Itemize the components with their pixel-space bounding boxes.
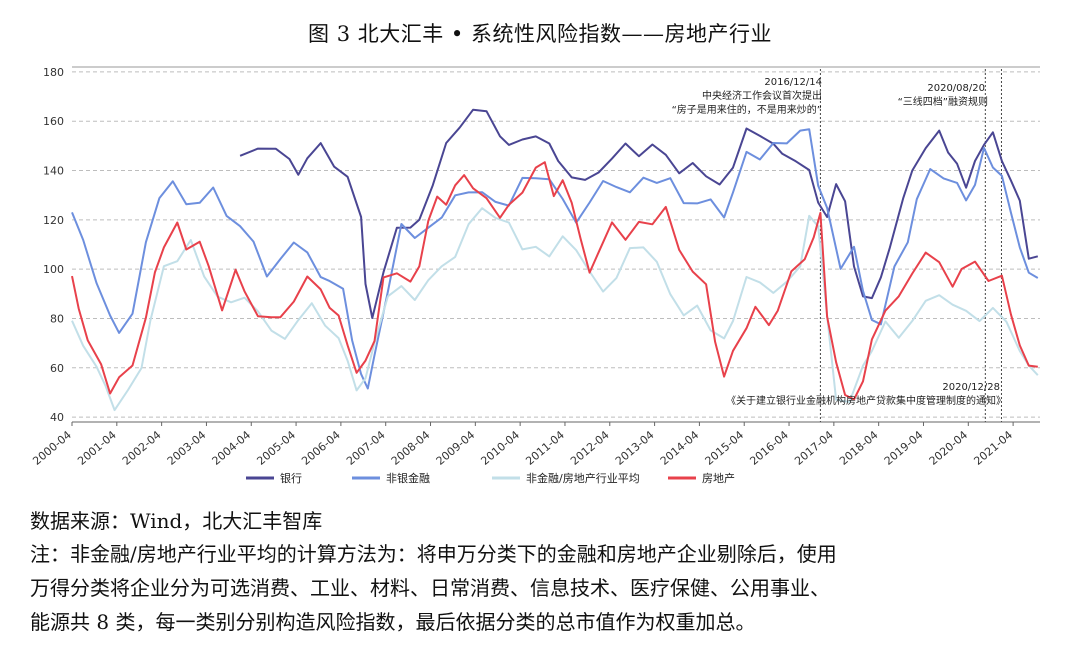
x-tick-label: 2017-04 <box>792 428 836 468</box>
x-tick-label: 2018-04 <box>837 428 881 468</box>
x-tick-label: 2005-04 <box>254 428 298 468</box>
legend-label-bank: 银行 <box>280 471 302 485</box>
y-tick-label: 120 <box>43 214 64 227</box>
x-tick-label: 2015-04 <box>703 428 747 468</box>
x-tick-label: 2019-04 <box>882 428 926 468</box>
x-tick-label: 2021-04 <box>971 428 1015 468</box>
risk-index-line-chart: 40 60 80 100 120 140 160 180 2000-04 2001-04 2002… <box>30 66 1040 485</box>
x-tick-label: 2004-04 <box>210 428 254 468</box>
figure-title: 图 3 北大汇丰 • 系统性风险指数——房地产行业 <box>308 22 772 46</box>
y-tick-label: 160 <box>43 115 64 128</box>
x-tick-label: 2016-04 <box>747 428 791 468</box>
data-source: 数据来源：Wind，北大汇丰智库 <box>30 509 323 533</box>
annotation-2020-12-date: 2020/12/28 <box>942 382 1000 393</box>
x-tick-label: 2014-04 <box>658 428 702 468</box>
note-line-2: 万得分类将企业分为可选消费、工业、材料、日常消费、信息技术、医疗保健、公用事业、 <box>30 576 830 600</box>
y-tick-label: 140 <box>43 165 64 178</box>
x-tick-label: 2001-04 <box>75 428 119 468</box>
y-tick-label: 100 <box>43 263 64 276</box>
x-tick-label: 2009-04 <box>434 428 478 468</box>
x-tick-label: 2002-04 <box>120 428 164 468</box>
y-tick-label: 180 <box>43 66 64 79</box>
x-tick-label: 2011-04 <box>523 428 567 468</box>
note-line-3: 能源共 8 类，每一类别分别构造风险指数，最后依据分类的总市值作为权重加总。 <box>30 610 756 634</box>
x-tick-label: 2013-04 <box>613 428 657 468</box>
annotation-2020-12-text: 《关于建立银行业金融机构房地产贷款集中度管理制度的通知》 <box>726 394 1006 407</box>
y-tick-label: 80 <box>50 312 64 325</box>
x-tick-label: 2003-04 <box>165 428 209 468</box>
annotation-2016-line2: “房子是用来住的，不是用来炒的” <box>672 103 822 116</box>
x-tick-label: 2008-04 <box>389 428 433 468</box>
x-tick-label: 2020-04 <box>927 428 971 468</box>
note-line-1: 注：非金融/房地产行业平均的计算方法为：将申万分类下的金融和房地产企业剔除后，使… <box>30 542 837 566</box>
x-tick-label: 2007-04 <box>344 428 388 468</box>
x-tick-label: 2000-04 <box>30 428 74 468</box>
annotation-2016-date: 2016/12/14 <box>764 77 822 88</box>
series-line-0 <box>239 108 1039 319</box>
legend-label-nonbank: 非银金融 <box>386 471 430 485</box>
series-line-3 <box>71 161 1038 401</box>
y-tick-label: 40 <box>50 411 64 424</box>
legend-label-nonfin-avg: 非金融/房地产行业平均 <box>526 471 640 485</box>
y-tick-label: 60 <box>50 362 64 375</box>
x-tick-label: 2012-04 <box>568 428 612 468</box>
x-tick-label: 2010-04 <box>479 428 523 468</box>
annotation-2020-08-date: 2020/08/20 <box>927 83 985 94</box>
annotation-2020-08-text: “三线四档”融资规则 <box>898 95 988 108</box>
series-line-1 <box>71 128 1039 390</box>
series-line-2 <box>71 207 1039 412</box>
x-tick-label: 2006-04 <box>299 428 343 468</box>
annotation-2016-line1: 中央经济工作会议首次提出 <box>702 89 822 102</box>
legend-label-realestate: 房地产 <box>702 471 735 485</box>
